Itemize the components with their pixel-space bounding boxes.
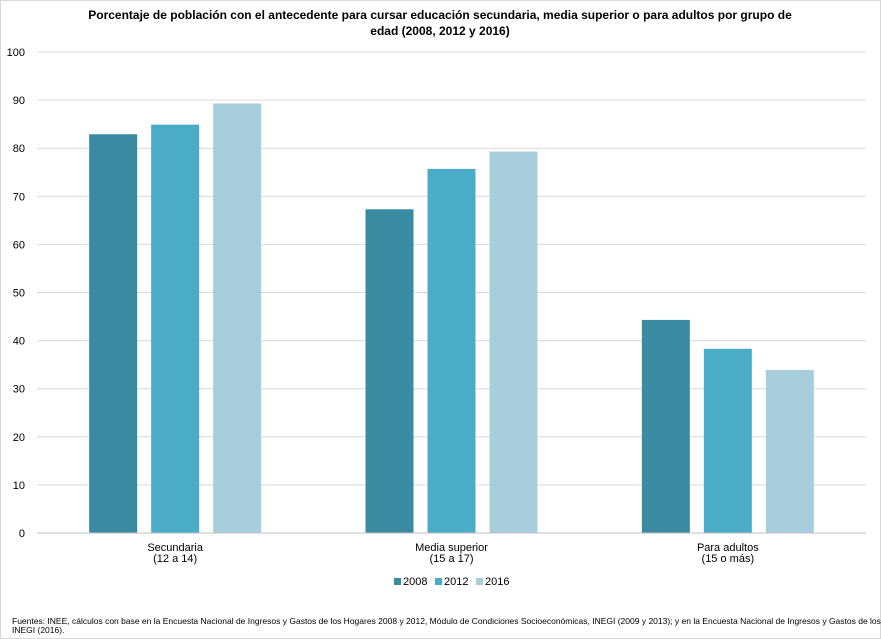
y-tick-label: 60 bbox=[13, 239, 25, 251]
bar-2016-2 bbox=[765, 369, 814, 533]
source-note-line: Fuentes: INEE, cálculos con base en la E… bbox=[12, 616, 881, 626]
y-tick-label: 0 bbox=[19, 528, 25, 540]
bars bbox=[89, 103, 814, 534]
bar-2008-1 bbox=[365, 209, 414, 534]
source-note: Fuentes: INEE, cálculos con base en la E… bbox=[12, 616, 881, 635]
chart-title-line: edad (2008, 2012 y 2016) bbox=[370, 24, 509, 38]
bar-2012-2 bbox=[703, 348, 752, 533]
x-category-label: (15 o más) bbox=[702, 553, 755, 565]
x-axis-category-labels: Secundaria(12 a 14) Media superior(15 a 1… bbox=[147, 542, 759, 565]
x-category-label: Para adultos bbox=[697, 542, 759, 554]
chart-title-line: Porcentaje de población con el anteceden… bbox=[88, 8, 792, 22]
x-category-label: Media superior bbox=[415, 542, 488, 554]
bar-2016-1 bbox=[489, 151, 538, 533]
y-axis-ticks: 0 10 20 30 40 50 60 70 80 90 100 bbox=[7, 47, 25, 540]
legend-swatch-2008 bbox=[394, 578, 401, 585]
y-tick-label: 10 bbox=[13, 480, 25, 492]
x-category-label: (12 a 14) bbox=[153, 553, 197, 565]
y-tick-label: 70 bbox=[13, 191, 25, 203]
x-category-label: (15 a 17) bbox=[429, 553, 473, 565]
y-tick-label: 40 bbox=[13, 336, 25, 348]
x-category-label: Secundaria bbox=[147, 542, 204, 554]
y-tick-label: 80 bbox=[13, 143, 25, 155]
y-tick-label: 100 bbox=[7, 47, 25, 59]
legend-label-2012: 2012 bbox=[444, 576, 468, 588]
bar-2012-0 bbox=[151, 124, 200, 534]
legend-label-2008: 2008 bbox=[403, 576, 427, 588]
bar-2008-0 bbox=[89, 134, 138, 533]
y-tick-label: 50 bbox=[13, 288, 25, 300]
chart-title: Porcentaje de población con el anteceden… bbox=[88, 8, 792, 38]
legend-swatch-2016 bbox=[476, 578, 483, 585]
source-note-line: INEGI (2016). bbox=[12, 625, 64, 635]
legend: 2008 2012 2016 bbox=[394, 576, 509, 588]
bar-2008-2 bbox=[641, 319, 690, 533]
legend-label-2016: 2016 bbox=[485, 576, 509, 588]
bar-2012-1 bbox=[427, 168, 476, 533]
legend-swatch-2012 bbox=[435, 578, 442, 585]
bar-2016-0 bbox=[213, 103, 262, 533]
y-tick-label: 20 bbox=[13, 432, 25, 444]
y-tick-label: 90 bbox=[13, 95, 25, 107]
y-tick-label: 30 bbox=[13, 384, 25, 396]
